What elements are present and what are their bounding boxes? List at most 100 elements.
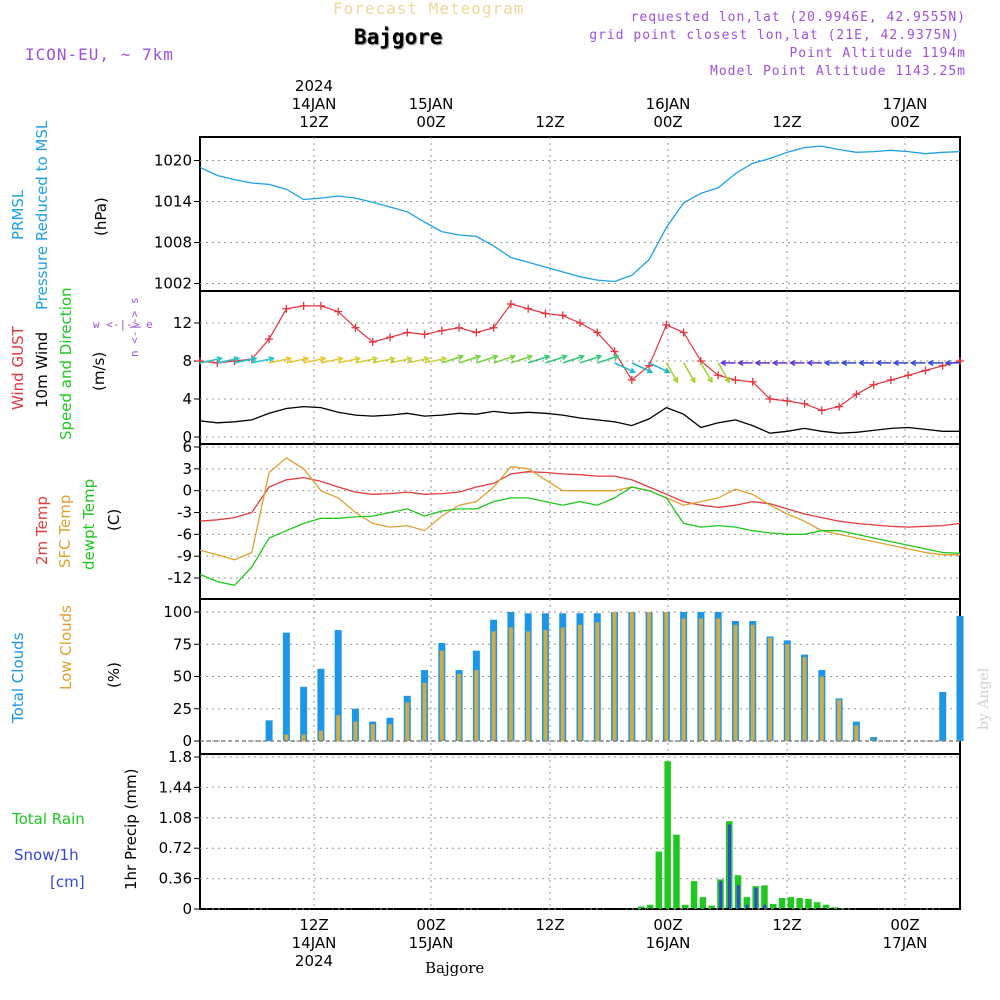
precip-ytick-label: 0 (182, 900, 192, 918)
snow-bar (736, 885, 740, 909)
gust-point (800, 399, 809, 408)
gust-point (299, 301, 308, 310)
wind-arrow (355, 357, 378, 364)
wind-arrowhead (788, 359, 796, 366)
temperature-ytick-label: 3 (182, 460, 192, 478)
top-time-label: 17JAN (883, 95, 928, 113)
total-cloud-bar (300, 686, 308, 741)
wind-arrow (424, 357, 447, 364)
gust-point (817, 406, 826, 415)
wind-arrowhead (474, 354, 482, 361)
wind-direction-key: w <-|-> e (93, 318, 153, 331)
low-cloud-bar (768, 637, 772, 741)
rain-bar (655, 851, 663, 909)
rain-bar (814, 902, 821, 909)
gust-point (748, 377, 757, 386)
wind-arrow (493, 355, 515, 364)
wind-arrowhead (840, 359, 848, 366)
wind-arrowhead (858, 359, 865, 366)
wind-arrow (199, 357, 222, 364)
clouds-ytick-label: 75 (173, 635, 192, 653)
bottom-time-label: 12Z (772, 916, 801, 934)
pressure-line (199, 145, 961, 283)
clouds-ytick-label: 0 (182, 732, 192, 750)
low-cloud-bar (785, 644, 790, 741)
wind-arrow (527, 355, 550, 364)
low-cloud-bar (733, 624, 738, 741)
bottom-time-label: 00Z (890, 916, 919, 934)
gust-point (196, 357, 204, 365)
rain-bar (805, 898, 812, 909)
wind-arrowhead (441, 356, 448, 363)
gust-point (403, 328, 412, 337)
gust-point (455, 323, 464, 332)
wind-arrowhead (509, 354, 517, 361)
wind-arrowhead (233, 356, 241, 363)
low-cloud-bar (664, 612, 669, 741)
footer-location: Bajgore (425, 959, 485, 977)
low-cloud-bar (439, 650, 444, 741)
low-cloud-bar (837, 699, 842, 741)
wind-arrowhead (337, 356, 344, 363)
low-cloud-bar (647, 612, 652, 741)
wind-arrowhead (371, 356, 379, 363)
t2m-line (199, 471, 961, 528)
low-cloud-bar (508, 627, 513, 741)
precip-ytick-label: 0.72 (159, 839, 192, 857)
wind-arrow (389, 357, 412, 364)
bottom-time-label: 12Z (535, 916, 564, 934)
low-cloud-bar (629, 612, 634, 741)
wind-arrowhead (406, 356, 414, 363)
low-cloud-bar (750, 624, 755, 741)
bottom-time-label: 12Z (299, 916, 328, 934)
rain-bar (796, 898, 803, 909)
wind-arrowhead (613, 354, 620, 361)
wind-arrowhead (737, 359, 744, 366)
gust-point (662, 320, 671, 329)
low-cloud-bar (388, 724, 392, 741)
rain-bar (638, 906, 645, 909)
temperature-ytick-label: 0 (182, 482, 192, 500)
wind-frame (199, 290, 961, 445)
wind-arrowhead (251, 356, 258, 363)
bottom-time-label: 00Z (653, 916, 682, 934)
low-cloud-bar (578, 624, 582, 741)
wind-arrow (700, 362, 713, 383)
gust-point (679, 328, 688, 337)
bottom-time-label: 15JAN (409, 934, 454, 952)
wind-arrow (372, 357, 395, 364)
rain-bar (690, 881, 698, 909)
gust-point (852, 390, 861, 399)
total-cloud-bar (956, 615, 964, 741)
wind-arrowhead (526, 354, 534, 361)
wind-arrowhead (724, 376, 730, 384)
wind-arrow (665, 362, 679, 383)
clouds-ytick-label: 25 (173, 700, 192, 718)
wind-arrow (648, 362, 670, 373)
wind-arrow (682, 362, 696, 383)
precip-ytick-label: 0.36 (159, 870, 192, 888)
rain-label: Total Rain (12, 810, 85, 828)
temperature-ytick-label: -9 (177, 547, 192, 565)
total-cloud-bar (334, 630, 342, 741)
top-time-label: 12Z (772, 113, 801, 131)
low-cloud-bar (560, 627, 565, 741)
gust-point (472, 328, 481, 337)
clouds-ytick-label: 100 (163, 603, 192, 621)
gust-point (714, 371, 723, 380)
wind-arrow (407, 357, 429, 364)
pressure-ytick-label: 1008 (154, 234, 192, 252)
top-time-label: 16JAN (646, 95, 691, 113)
point-altitude: Point Altitude 1194m (789, 46, 966, 61)
bottom-time-label: 2024 (295, 952, 333, 970)
wind-arrowhead (806, 359, 813, 366)
low-cloud-bar (681, 618, 686, 741)
wind-arrowhead (663, 367, 671, 374)
total-cloud-bar (265, 720, 273, 741)
low-cloud-bar (284, 734, 289, 741)
requested-coords: requested lon,lat (20.9946E, 42.9555N) (630, 10, 966, 25)
gust-point (524, 304, 533, 313)
gust-point (368, 338, 377, 346)
wind-arrow (286, 357, 309, 364)
